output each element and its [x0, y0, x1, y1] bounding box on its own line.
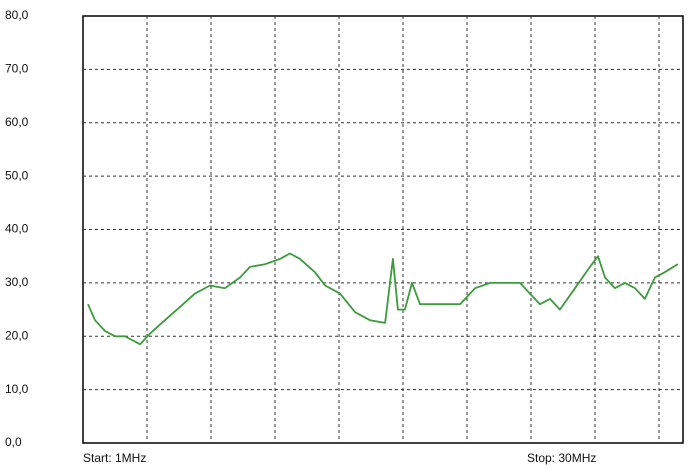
signal-line: [87, 252, 679, 346]
y-tick-label: 40,0: [5, 222, 29, 236]
y-tick-label: 80,0: [5, 8, 29, 22]
y-tick-label: 60,0: [5, 115, 29, 129]
y-tick-label: 20,0: [5, 328, 29, 342]
y-tick-label: 30,0: [5, 275, 29, 289]
y-tick-label: 70,0: [5, 62, 29, 76]
y-tick-label: 50,0: [5, 168, 29, 182]
stop-label: Stop: 30MHz: [527, 451, 596, 465]
y-tick-label: 10,0: [5, 382, 29, 396]
y-tick-label: 0,0: [5, 435, 22, 449]
start-label: Start: 1MHz: [83, 451, 146, 465]
